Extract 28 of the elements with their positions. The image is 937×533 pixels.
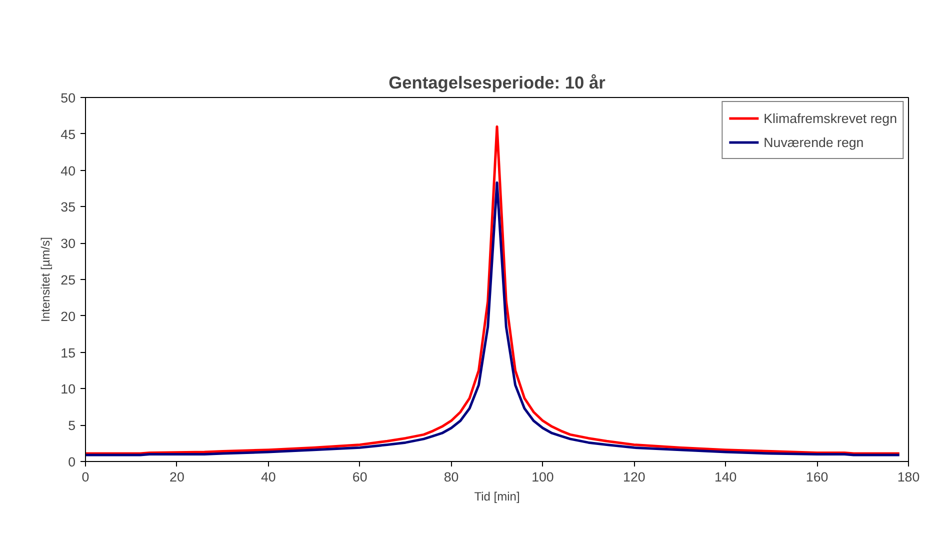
x-tick-label: 160 [806, 470, 828, 484]
line-series [86, 125, 901, 455]
x-tick-label: 20 [170, 470, 184, 484]
y-tick-label: 50 [60, 90, 76, 106]
x-tick-label: 120 [623, 470, 646, 484]
y-tick-label: 45 [60, 126, 76, 142]
x-tick-label: 80 [444, 470, 459, 484]
x-axis-title: Tid [min] [474, 490, 520, 504]
x-tick-label: 180 [897, 470, 920, 484]
line-series [86, 181, 901, 456]
y-tick-label: 15 [60, 345, 76, 360]
x-tick-label: 40 [260, 470, 276, 484]
y-tick-label: 0 [68, 454, 76, 470]
x-tick-label: 0 [82, 470, 90, 484]
y-tick-label: 30 [60, 236, 76, 252]
y-axis-title: Intensitet [µm/s] [38, 237, 53, 322]
y-tick-label: 5 [68, 418, 76, 434]
legend-label: Klimafremskrevet regn [764, 110, 897, 126]
x-tick-label: 140 [714, 470, 737, 484]
y-tick-label: 10 [60, 382, 76, 397]
x-tick-label: 100 [532, 470, 554, 484]
y-tick-label: 25 [60, 272, 76, 288]
y-tick-label: 20 [60, 308, 76, 324]
x-tick-label: 60 [352, 470, 368, 484]
legend-label: Nuværende regn [764, 134, 864, 150]
chart-title: Gentagelsesperiode: 10 år [388, 72, 606, 92]
y-tick-label: 35 [60, 200, 76, 215]
y-tick-label: 40 [60, 163, 76, 178]
